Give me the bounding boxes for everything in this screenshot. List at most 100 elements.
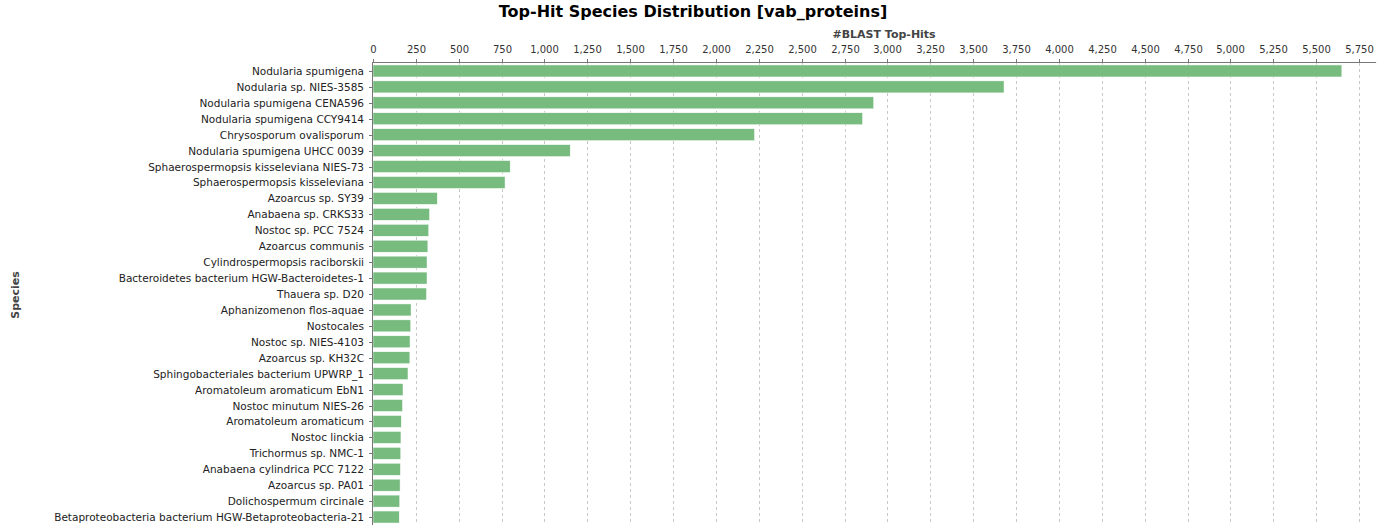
bar bbox=[373, 272, 427, 284]
category-label: Betaproteobacteria bacterium HGW-Betapro… bbox=[54, 511, 364, 523]
grid-line bbox=[1145, 63, 1146, 525]
category-label: Thauera sp. D20 bbox=[276, 288, 364, 300]
category-tick bbox=[369, 294, 372, 295]
bar bbox=[373, 65, 1342, 77]
bar bbox=[373, 336, 410, 348]
bar bbox=[373, 97, 874, 109]
bar bbox=[373, 256, 427, 268]
tick-label: 250 bbox=[407, 44, 426, 55]
x-axis-label: #BLAST Top-Hits bbox=[832, 28, 936, 41]
y-axis-label: Species bbox=[9, 271, 22, 319]
category-tick bbox=[369, 406, 372, 407]
grid-line bbox=[759, 63, 760, 525]
category-tick bbox=[369, 167, 372, 168]
category-label: Azoarcus sp. KH32C bbox=[259, 352, 364, 364]
category-tick bbox=[369, 214, 372, 215]
category-tick bbox=[369, 517, 372, 518]
bar bbox=[373, 384, 403, 396]
tick-label: 3,000 bbox=[873, 44, 902, 55]
tick-label: 500 bbox=[450, 44, 469, 55]
bar bbox=[373, 129, 755, 141]
bar bbox=[373, 240, 428, 252]
category-label: Nodularia spumigena CCY9414 bbox=[201, 113, 364, 125]
grid-line bbox=[1359, 63, 1360, 525]
category-label: Dolichospermum circinale bbox=[228, 495, 364, 507]
tick-label: 4,500 bbox=[1131, 44, 1160, 55]
category-tick bbox=[369, 358, 372, 359]
tick-label: 5,500 bbox=[1302, 44, 1331, 55]
tick-label: 2,250 bbox=[745, 44, 774, 55]
bars bbox=[373, 65, 1342, 523]
category-label: Sphingobacteriales bacterium UPWRP_1 bbox=[153, 368, 364, 381]
tick-label: 5,750 bbox=[1345, 44, 1374, 55]
tick-label: 4,250 bbox=[1088, 44, 1117, 55]
category-tick bbox=[369, 103, 372, 104]
bar bbox=[373, 495, 400, 507]
y-axis bbox=[372, 63, 373, 525]
tick-label: 3,500 bbox=[959, 44, 988, 55]
category-tick bbox=[369, 374, 372, 375]
category-label: Nostoc linckia bbox=[291, 431, 364, 443]
tick-label: 5,250 bbox=[1259, 44, 1288, 55]
grid-line bbox=[1316, 63, 1317, 525]
grid-line bbox=[1102, 63, 1103, 525]
category-label: Anabaena sp. CRKS33 bbox=[247, 208, 364, 220]
grid-line bbox=[1059, 63, 1060, 525]
category-label: Azoarcus sp. SY39 bbox=[268, 192, 364, 204]
bar bbox=[373, 320, 411, 332]
tick-label: 5,000 bbox=[1216, 44, 1245, 55]
tick-label: 2,000 bbox=[702, 44, 731, 55]
bar bbox=[373, 511, 399, 523]
tick-label: 4,750 bbox=[1174, 44, 1203, 55]
category-tick bbox=[369, 135, 372, 136]
category-label: Nostoc sp. NIES-4103 bbox=[251, 336, 364, 348]
category-tick bbox=[369, 342, 372, 343]
tick-label: 4,000 bbox=[1045, 44, 1074, 55]
bar bbox=[373, 113, 863, 125]
bar bbox=[373, 304, 411, 316]
grid-line bbox=[1188, 63, 1189, 525]
category-label: Azoarcus communis bbox=[259, 240, 364, 252]
tick-label: 2,750 bbox=[831, 44, 860, 55]
category-label: Aromatoleum aromaticum EbN1 bbox=[195, 384, 364, 396]
grid-line bbox=[887, 63, 888, 525]
category-tick bbox=[369, 119, 372, 120]
category-tick bbox=[369, 262, 372, 263]
tick-label: 2,500 bbox=[788, 44, 817, 55]
bar bbox=[373, 368, 408, 380]
category-label: Trichormus sp. NMC-1 bbox=[249, 447, 364, 459]
bar bbox=[373, 208, 430, 220]
category-tick bbox=[369, 326, 372, 327]
grid-line bbox=[1230, 63, 1231, 525]
category-tick bbox=[369, 453, 372, 454]
tick-label: 1,750 bbox=[659, 44, 688, 55]
category-tick bbox=[369, 469, 372, 470]
category-label: Sphaerospermopsis kisseleviana bbox=[193, 176, 364, 188]
bar bbox=[373, 447, 401, 459]
category-label: Nodularia spumigena UHCC 0039 bbox=[188, 145, 364, 157]
category-tick bbox=[369, 230, 372, 231]
category-label: Anabaena cylindrica PCC 7122 bbox=[203, 463, 364, 475]
category-tick bbox=[369, 151, 372, 152]
category-label: Nostoc sp. PCC 7524 bbox=[255, 224, 365, 236]
tick-label: 3,250 bbox=[916, 44, 945, 55]
tick-label: 1,000 bbox=[530, 44, 559, 55]
bar bbox=[373, 479, 400, 491]
category-tick bbox=[369, 182, 372, 183]
bar bbox=[373, 161, 510, 173]
tick-label: 0 bbox=[370, 44, 376, 55]
category-label: Azoarcus sp. PA01 bbox=[268, 479, 364, 491]
category-tick bbox=[369, 421, 372, 422]
grid-line bbox=[802, 63, 803, 525]
grid-line bbox=[930, 63, 931, 525]
bar bbox=[373, 400, 402, 412]
bar bbox=[373, 431, 401, 443]
category-tick bbox=[369, 501, 372, 502]
bar bbox=[373, 415, 401, 427]
category-tick bbox=[369, 198, 372, 199]
category-label: Bacteroidetes bacterium HGW-Bacteroidete… bbox=[119, 272, 364, 284]
tick-label: 3,750 bbox=[1002, 44, 1031, 55]
category-label: Chrysosporum ovalisporum bbox=[220, 129, 364, 141]
tick-label: 1,500 bbox=[616, 44, 645, 55]
bar bbox=[373, 224, 429, 236]
